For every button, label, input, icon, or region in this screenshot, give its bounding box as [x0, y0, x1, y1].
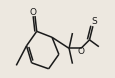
Text: O: O	[77, 47, 84, 56]
Text: S: S	[90, 17, 96, 26]
Text: O: O	[30, 8, 36, 17]
